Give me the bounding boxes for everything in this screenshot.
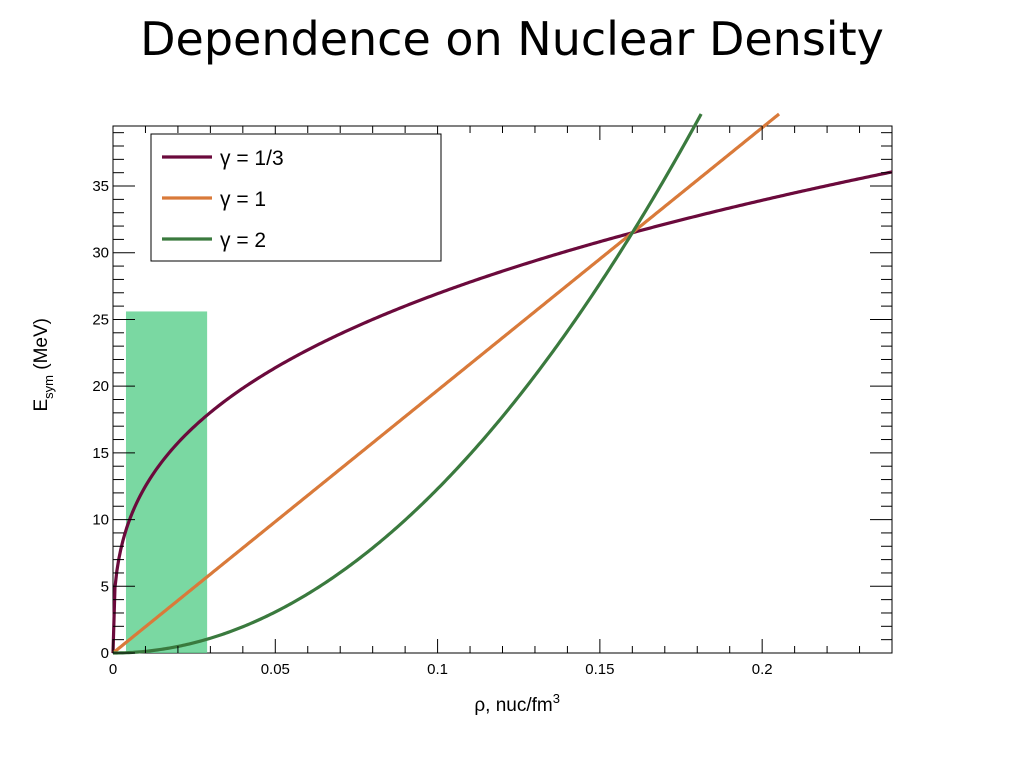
- y-tick-label: 30: [92, 245, 109, 262]
- y-tick-label: 35: [92, 178, 109, 195]
- x-tick-label: 0.05: [261, 661, 290, 678]
- y-tick-label: 5: [101, 578, 109, 595]
- legend: γ = 1/3 γ = 1 γ = 2: [150, 133, 442, 262]
- y-tick-label: 0: [101, 645, 109, 662]
- y-tick-label: 10: [92, 512, 109, 529]
- y-tick-label: 15: [92, 445, 109, 462]
- x-axis-label: ρ, nuc/fm3: [474, 691, 560, 716]
- x-tick-label: 0.1: [427, 661, 448, 678]
- series-line-2: [111, 112, 781, 655]
- x-tick-label: 0.15: [585, 661, 614, 678]
- x-tick-label: 0.2: [752, 661, 773, 678]
- y-tick-label: 20: [92, 378, 109, 395]
- series-line-1: [111, 170, 893, 654]
- legend-label-2: γ = 1: [220, 188, 266, 211]
- x-tick-label: 0: [109, 661, 117, 678]
- legend-label-3: γ = 2: [220, 229, 266, 252]
- y-axis-label: Esym (MeV): [31, 318, 56, 412]
- series-line-3: [112, 113, 703, 655]
- slide-title: Dependence on Nuclear Density: [140, 12, 884, 66]
- legend-label-1: γ = 1/3: [220, 147, 284, 170]
- y-tick-label: 25: [92, 311, 109, 328]
- highlight-region: [125, 311, 208, 653]
